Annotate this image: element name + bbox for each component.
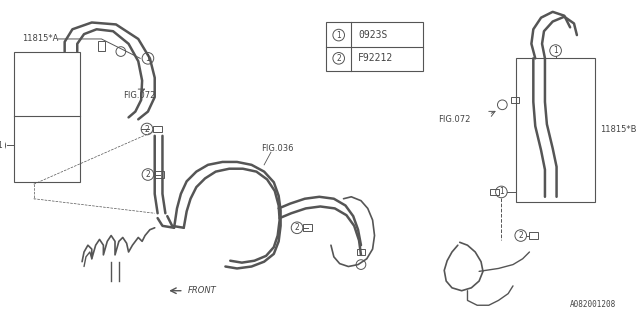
- Text: 2: 2: [337, 54, 341, 63]
- Bar: [14, 52, 80, 182]
- Text: 1: 1: [499, 188, 504, 196]
- Text: 1: 1: [337, 31, 341, 40]
- Text: 2: 2: [518, 231, 523, 240]
- Text: 1: 1: [145, 54, 150, 63]
- Text: 2: 2: [145, 124, 149, 133]
- Text: F92212: F92212: [358, 53, 394, 63]
- Text: FIG.072: FIG.072: [438, 115, 471, 124]
- Text: FIG.072: FIG.072: [123, 91, 155, 100]
- Bar: [153, 126, 162, 132]
- Text: FRONT: FRONT: [188, 286, 216, 295]
- Text: 11815*A: 11815*A: [22, 35, 58, 44]
- Bar: [303, 224, 312, 231]
- Bar: [511, 97, 519, 103]
- Bar: [516, 58, 595, 202]
- Bar: [356, 249, 365, 255]
- Text: 11815*B: 11815*B: [600, 125, 637, 134]
- Text: A082001208: A082001208: [570, 300, 616, 309]
- Bar: [529, 232, 538, 239]
- Bar: [490, 188, 499, 195]
- Text: 1: 1: [553, 46, 558, 55]
- Text: 0923S: 0923S: [358, 30, 387, 40]
- Bar: [155, 171, 164, 178]
- Bar: [97, 41, 106, 51]
- Text: 1: 1: [0, 141, 2, 150]
- Text: 2: 2: [145, 170, 150, 179]
- Text: FIG.036: FIG.036: [261, 144, 294, 153]
- Text: 2: 2: [294, 223, 300, 232]
- Bar: [326, 22, 423, 71]
